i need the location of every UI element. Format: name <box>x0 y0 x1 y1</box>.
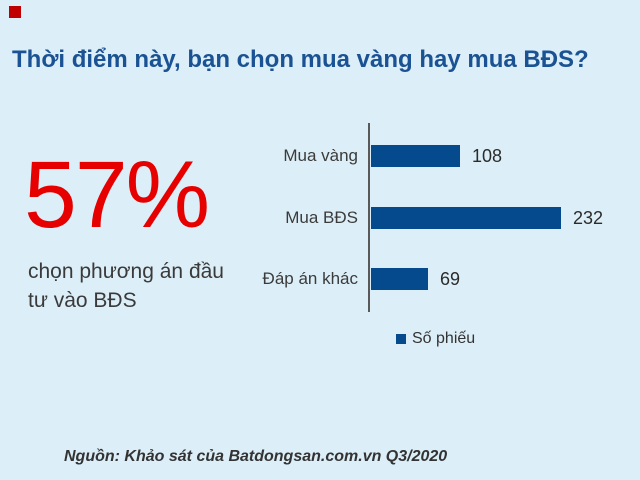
chart-row: Mua vàng 108 <box>250 145 638 167</box>
legend-label: Số phiếu <box>412 330 476 347</box>
legend-swatch <box>396 334 406 344</box>
value-label: 108 <box>472 146 503 166</box>
chart-legend: Số phiếu <box>396 330 475 348</box>
bar <box>371 145 460 167</box>
chart-row: Đáp án khác 69 <box>250 268 638 290</box>
chart-row: Mua BĐS 232 <box>250 206 638 229</box>
category-label: Mua BĐS <box>285 207 358 227</box>
bar <box>371 206 561 229</box>
highlight-description-line1: chọn phương án đầu <box>28 260 224 283</box>
category-label: Mua vàng <box>283 146 358 165</box>
source-note: Nguồn: Khảo sát của Batdongsan.com.vn Q3… <box>64 448 448 465</box>
highlight-value: 57% <box>24 142 210 248</box>
value-label: 69 <box>440 269 461 289</box>
highlight-stat: 57% chọn phương án đầu tư vào BĐS <box>24 148 254 315</box>
highlight-description: chọn phương án đầu tư vào BĐS <box>28 257 254 315</box>
value-label: 232 <box>573 207 604 228</box>
corner-accent-square <box>9 6 21 18</box>
category-label: Đáp án khác <box>262 269 358 288</box>
highlight-description-line2: tư vào BĐS <box>28 289 137 312</box>
chart-axis-line <box>368 123 370 312</box>
bar <box>371 268 428 290</box>
bar-chart: Mua vàng 108 Mua BĐS 232 Đáp án khác 69 Số ph… <box>250 120 638 360</box>
page-title: Thời điểm này, bạn chọn mua vàng hay mua… <box>12 46 589 73</box>
